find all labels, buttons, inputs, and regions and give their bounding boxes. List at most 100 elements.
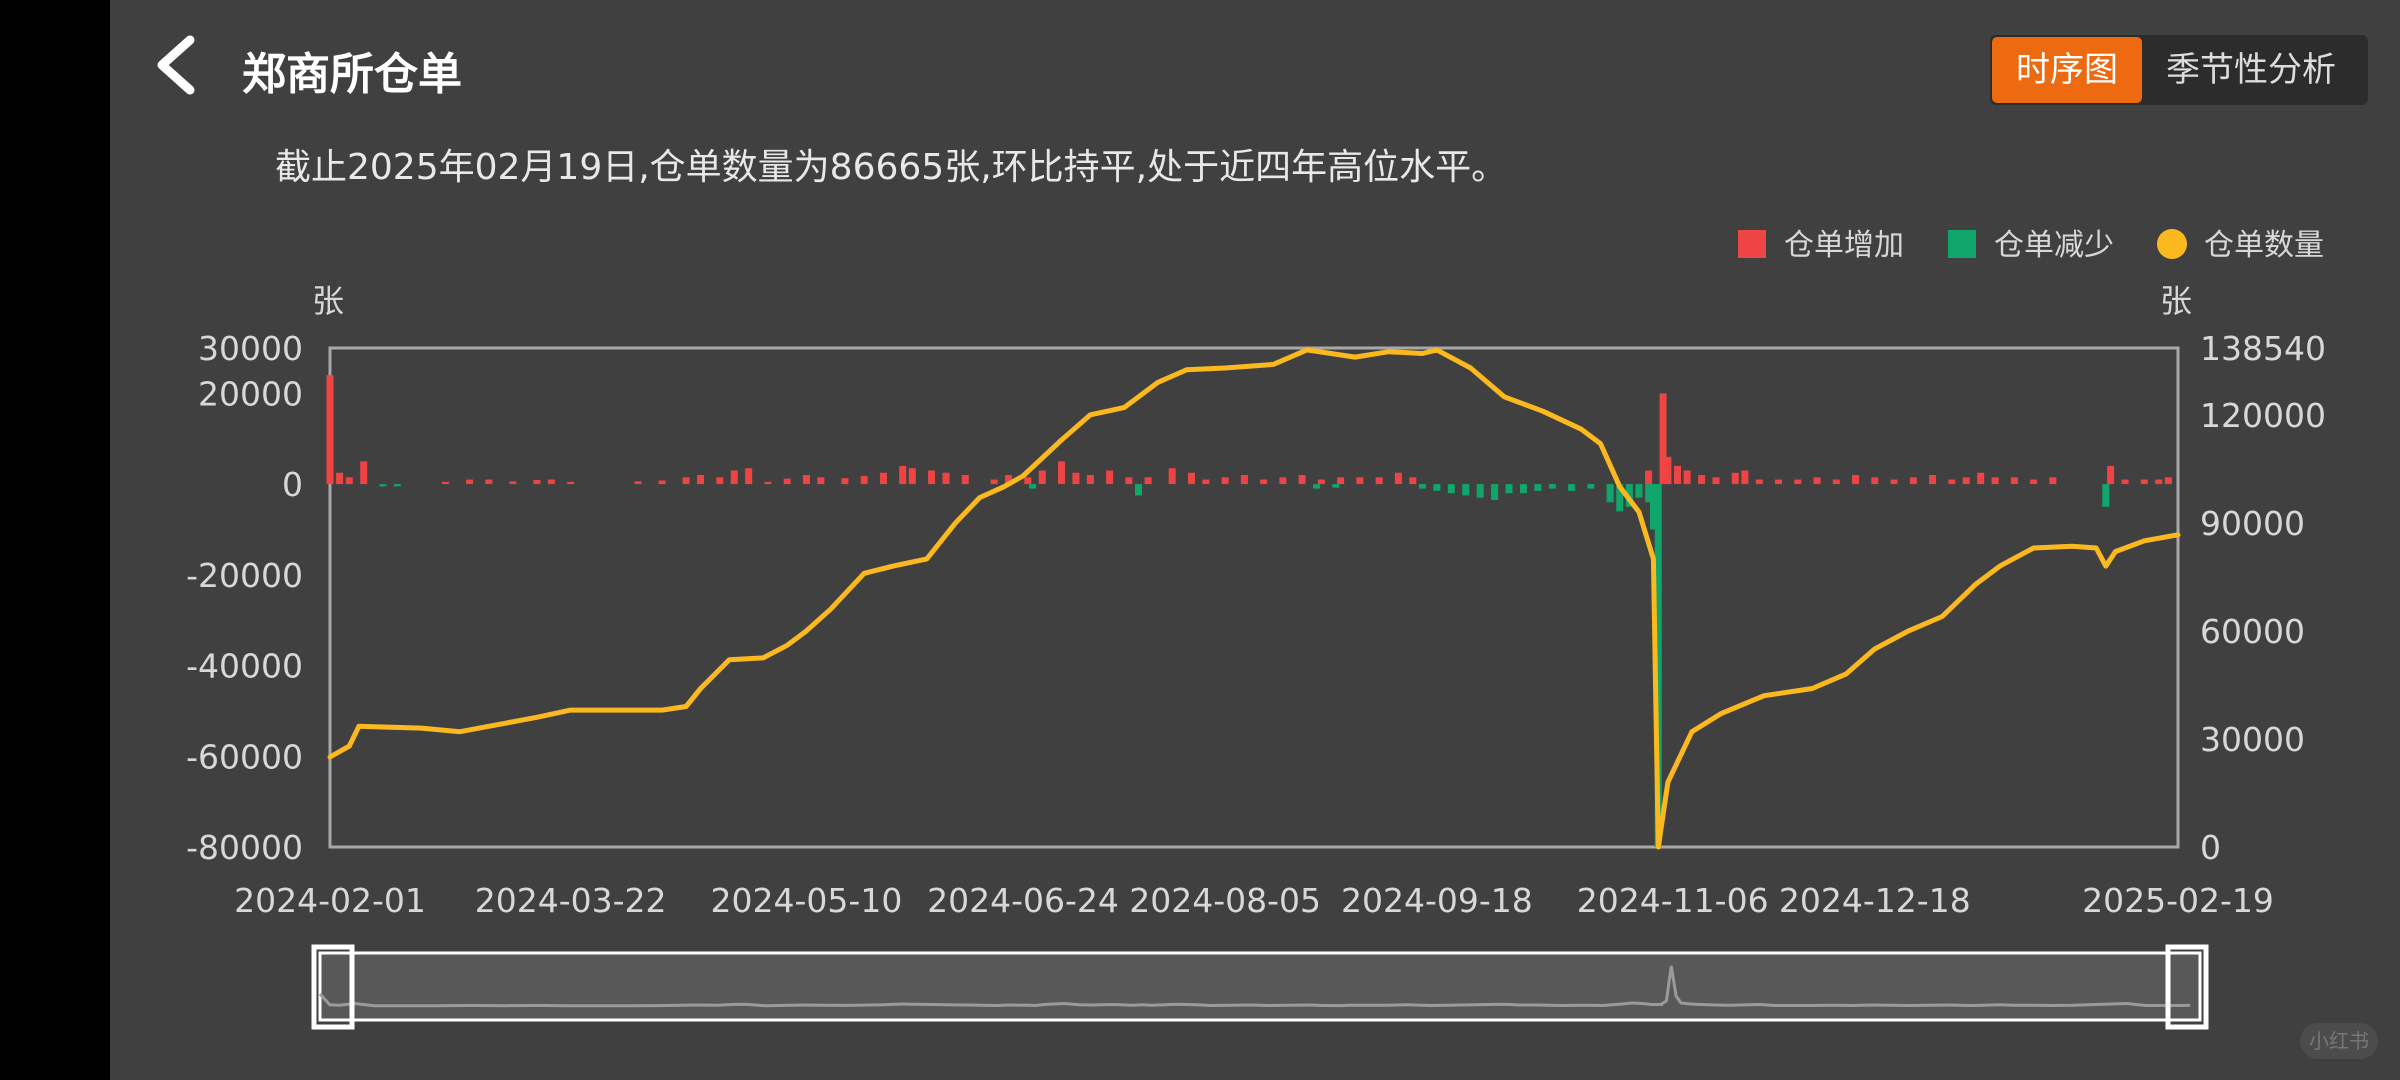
decrease-bar (1332, 484, 1340, 488)
increase-bar (1871, 477, 1879, 485)
increase-bar (1086, 475, 1094, 485)
increase-bar (2107, 465, 2115, 485)
left-black-strip (0, 0, 110, 1080)
increase-bar (2049, 477, 2057, 485)
increase-bar (1356, 477, 1364, 485)
increase-bar (2140, 479, 2148, 485)
decrease-bar (1491, 484, 1499, 500)
decrease-bar (1505, 484, 1513, 494)
decrease-bar (2102, 484, 2110, 507)
increase-bar (2155, 479, 2163, 485)
increase-bar (1664, 456, 1672, 485)
increase-bar (879, 472, 887, 485)
y-left-tick-label: -60000 (186, 737, 303, 776)
increase-bar (942, 472, 950, 485)
zoom-slider-track[interactable] (318, 951, 2202, 1022)
increase-bar (1991, 477, 1999, 485)
increase-bar (1731, 472, 1739, 485)
increase-bar (466, 479, 474, 485)
increase-bar (1375, 477, 1383, 485)
legend-marker-increase (1738, 230, 1766, 258)
watermark: 小红书 (2300, 1023, 2378, 1059)
increase-bar (2030, 479, 2038, 485)
decrease-bar (1649, 484, 1657, 530)
increase-bar (783, 478, 791, 485)
increase-bar (1298, 475, 1306, 485)
decrease-bar (1645, 484, 1653, 503)
decrease-bar (1418, 484, 1426, 489)
increase-bar (658, 480, 666, 485)
increase-bar (1005, 475, 1013, 485)
increase-bar (1202, 479, 1210, 485)
quantity-line (327, 347, 2181, 850)
increase-bar (326, 375, 334, 485)
increase-bar (1106, 470, 1114, 485)
increase-bar (485, 479, 493, 485)
increase-bar (1645, 470, 1653, 485)
increase-bar (2010, 477, 2018, 485)
x-tick-label: 2024-05-10 (711, 881, 903, 920)
x-tick-label: 2024-06-24 (927, 881, 1119, 920)
increase-bar (2121, 479, 2129, 485)
increase-bar (634, 481, 642, 485)
increase-bar (1125, 477, 1133, 485)
zoom-handle-right[interactable] (2165, 944, 2209, 1030)
summary-text: 截止2025年02月19日,仓单数量为86665张,环比持平,处于近四年高位水平… (275, 147, 1508, 188)
increase-bar (345, 477, 353, 485)
increase-bar (1317, 479, 1325, 485)
x-tick-label: 2024-02-01 (234, 881, 426, 920)
increase-bar (1977, 472, 1985, 485)
increase-bar (1659, 393, 1667, 485)
tab-seasonal-analysis[interactable]: 季节性分析 (2166, 50, 2336, 90)
increase-bar (817, 477, 825, 485)
increase-bar (716, 477, 724, 485)
increase-bar (730, 470, 738, 485)
increase-bar (1909, 477, 1917, 485)
increase-bar (1962, 477, 1970, 485)
y-right-tick-label: 138540 (2200, 329, 2326, 368)
x-tick-label: 2024-03-22 (475, 881, 667, 920)
increase-bar (802, 475, 810, 485)
increase-bar (908, 468, 916, 485)
zoom-handle-left[interactable] (311, 944, 355, 1030)
y-right-axis-label: 张 (2160, 282, 2192, 320)
decrease-bar (1635, 484, 1643, 498)
page-title: 郑商所仓单 (242, 49, 462, 100)
increase-bar (928, 470, 936, 485)
increase-bar (336, 472, 344, 485)
increase-bar (1712, 477, 1720, 485)
increase-bar (1409, 477, 1417, 485)
increase-bar (1024, 477, 1032, 485)
increase-bar (1337, 477, 1345, 485)
increase-bar (1221, 477, 1229, 485)
increase-bar (567, 481, 575, 485)
increase-bar (442, 481, 449, 485)
increase-bar (1890, 479, 1898, 485)
increase-bar (1038, 470, 1046, 485)
tab-time-series[interactable]: 时序图 (1992, 37, 2142, 103)
legend-marker-decrease (1948, 230, 1976, 258)
legend-label: 仓单减少 (1994, 228, 2114, 263)
plot-frame (328, 346, 2180, 849)
increase-bar (1832, 479, 1840, 485)
y-left-axis-label: 张 (312, 282, 344, 320)
decrease-bar (1548, 484, 1556, 489)
y-left-tick-label: 20000 (198, 374, 303, 413)
increase-bar (1929, 475, 1937, 485)
decrease-bar (1568, 484, 1576, 491)
legend-marker-quantity (2157, 229, 2187, 259)
x-tick-label: 2024-11-06 (1577, 881, 1769, 920)
increase-bar (1072, 472, 1080, 485)
increase-bar (1260, 479, 1268, 485)
back-button[interactable] (140, 30, 210, 100)
increase-bar (899, 465, 907, 485)
increase-bar (1058, 461, 1065, 485)
increase-bar (2164, 477, 2172, 485)
decrease-bar (393, 484, 401, 487)
increase-bar (1187, 472, 1195, 485)
increase-bar (1852, 475, 1860, 485)
x-tick-label: 2024-12-18 (1779, 881, 1971, 920)
y-right-tick-label: 90000 (2200, 504, 2305, 543)
increase-bar (682, 477, 690, 485)
increase-bar (1168, 468, 1176, 485)
